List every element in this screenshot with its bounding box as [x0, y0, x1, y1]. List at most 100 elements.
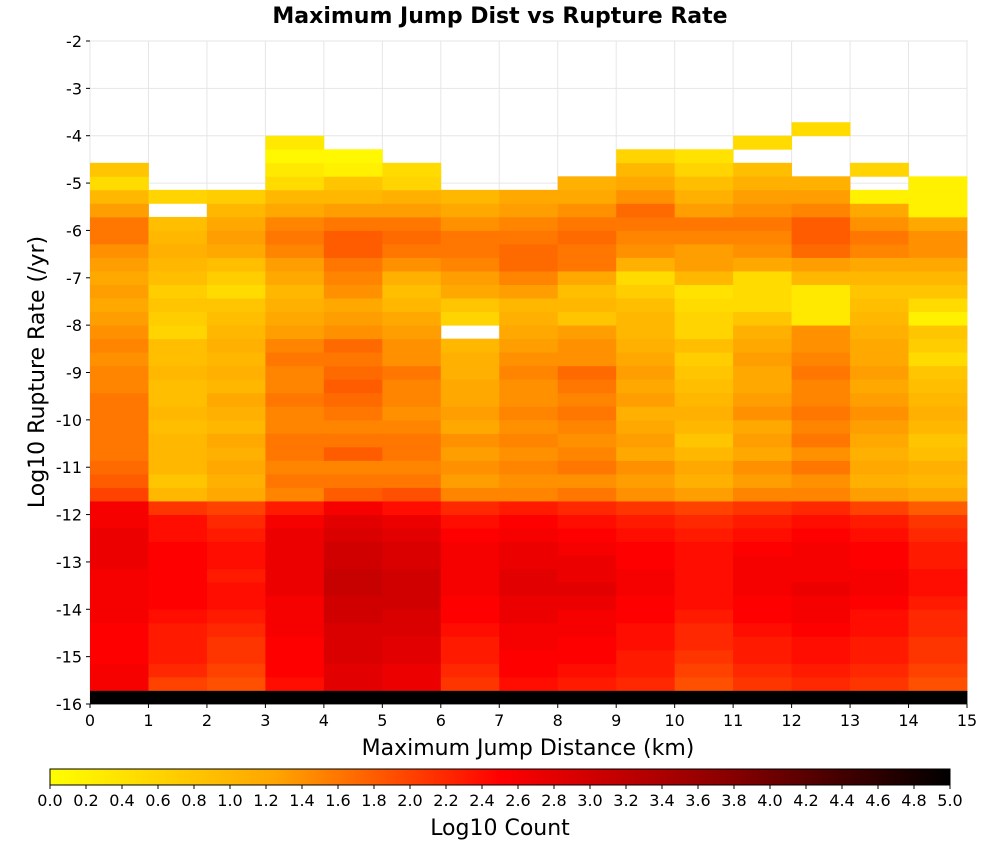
heatmap-cell [908, 514, 968, 529]
heatmap-cell [323, 649, 383, 664]
heatmap-cell [323, 595, 383, 610]
colorbar-tick-label: 2.2 [433, 791, 458, 810]
heatmap-cell [90, 446, 149, 461]
heatmap-cell [206, 541, 266, 556]
heatmap-cell [323, 555, 383, 570]
heatmap-cell [90, 541, 149, 556]
heatmap-cell [850, 189, 909, 204]
heatmap-cell [499, 298, 559, 313]
heatmap-cell [148, 514, 208, 529]
y-tick-label: -5 [66, 174, 82, 193]
heatmap-cell [382, 514, 442, 529]
heatmap-cell [791, 676, 851, 691]
colorbar-tick-label: 1.4 [289, 791, 314, 810]
heatmap-cell [90, 676, 149, 691]
heatmap-cell [265, 311, 325, 326]
heatmap-cell [557, 352, 617, 367]
heatmap-cell [382, 298, 442, 313]
heatmap-cell [265, 595, 325, 610]
heatmap-cell [499, 203, 559, 218]
y-tick-label: -4 [66, 127, 82, 146]
heatmap-cell [265, 690, 325, 705]
heatmap-cell [148, 243, 208, 258]
heatmap-cell [733, 622, 792, 637]
heatmap-cell [850, 216, 909, 231]
heatmap-cell [791, 298, 851, 313]
heatmap-cell [616, 379, 676, 394]
heatmap-cell [791, 514, 851, 529]
colorbar-tick-label: 3.2 [613, 791, 638, 810]
heatmap-cell [265, 189, 325, 204]
y-tick-label: -2 [66, 32, 82, 51]
heatmap-cell [90, 379, 149, 394]
heatmap-cell [850, 446, 909, 461]
heatmap-cell [674, 528, 734, 543]
heatmap-cell [908, 365, 968, 380]
heatmap-cell [674, 595, 734, 610]
heatmap-cell [674, 203, 734, 218]
heatmap-cell [616, 243, 676, 258]
heatmap-cell [616, 325, 676, 340]
heatmap-cell [499, 636, 559, 651]
heatmap-cell [148, 446, 208, 461]
heatmap-cell [323, 501, 383, 515]
heatmap-cell [323, 636, 383, 651]
heatmap-cell [616, 649, 676, 664]
heatmap-cell [791, 649, 851, 664]
heatmap-cell [440, 271, 500, 285]
heatmap-cell [382, 501, 442, 515]
y-axis-ticks: -16 -15 -14 -13 -12 -11 -10 -9 -8 -7 -6 -5 -4 -3 -2 [56, 32, 90, 714]
heatmap-cell [440, 473, 500, 488]
heatmap-cell [616, 582, 676, 597]
heatmap-cell [440, 311, 500, 326]
heatmap-cell [733, 216, 792, 231]
heatmap-cell [323, 487, 383, 502]
heatmap-cell [616, 162, 676, 177]
heatmap-cell [908, 257, 968, 272]
heatmap-cell [382, 162, 442, 177]
heatmap-cell [791, 122, 851, 137]
heatmap-cell [616, 676, 676, 691]
heatmap-cell [908, 392, 968, 407]
heatmap-cell [265, 663, 325, 678]
heatmap-cell [440, 230, 500, 245]
heatmap-cell [616, 311, 676, 326]
y-tick-label: -11 [56, 458, 82, 477]
heatmap-cell [323, 176, 383, 191]
heatmap-cell [382, 216, 442, 231]
heatmap-cell [440, 676, 500, 691]
heatmap-cell [148, 487, 208, 502]
heatmap-cell [382, 243, 442, 258]
heatmap-cell [616, 487, 676, 502]
heatmap-cell [323, 189, 383, 204]
heatmap-cell [206, 501, 266, 515]
heatmap-cell [908, 555, 968, 570]
heatmap-cell [674, 460, 734, 475]
heatmap-cell [382, 460, 442, 475]
colorbar-tick-label: 0.0 [37, 791, 62, 810]
heatmap-cell [850, 419, 909, 434]
x-tick-label: 8 [553, 711, 563, 730]
heatmap-cell [90, 162, 149, 177]
heatmap-cell [265, 257, 325, 272]
heatmap-cell [323, 419, 383, 434]
heatmap-cell [733, 352, 792, 367]
heatmap-cell [206, 271, 266, 285]
heatmap-cell [265, 487, 325, 502]
heatmap-cell [148, 690, 208, 705]
heatmap-cell [265, 365, 325, 380]
heatmap-cell [440, 203, 500, 218]
heatmap-cell [499, 555, 559, 570]
heatmap-cell [908, 216, 968, 231]
heatmap-cell [90, 352, 149, 367]
heatmap-cell [850, 162, 909, 177]
heatmap-cell [557, 663, 617, 678]
heatmap-cells [90, 122, 968, 705]
colorbar-tick-label: 3.4 [649, 791, 674, 810]
heatmap-cell [440, 514, 500, 529]
heatmap-cell [557, 568, 617, 583]
heatmap-cell [323, 541, 383, 556]
heatmap-cell [148, 271, 208, 285]
heatmap-cell [90, 325, 149, 340]
heatmap-cell [908, 189, 968, 204]
